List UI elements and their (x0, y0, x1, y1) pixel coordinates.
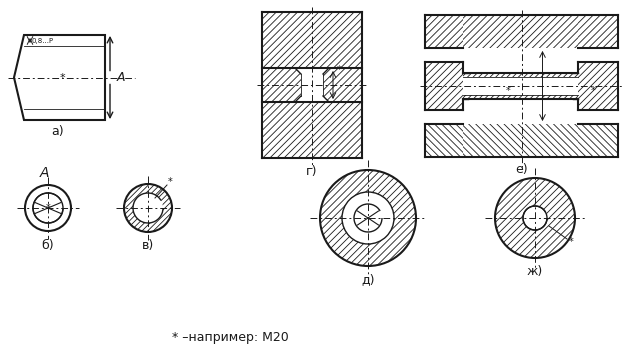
Text: * –например: М20: * –например: М20 (172, 332, 288, 344)
Text: а): а) (52, 126, 64, 139)
Text: 0,8...P: 0,8...P (32, 37, 54, 44)
Text: *: * (59, 74, 65, 83)
Text: *: * (506, 86, 511, 96)
Text: в): в) (142, 239, 154, 252)
Circle shape (342, 192, 394, 244)
Bar (262, 12, 362, 158)
Polygon shape (14, 35, 105, 120)
Text: б): б) (42, 238, 54, 252)
Text: е): е) (515, 163, 528, 177)
Text: *: * (568, 237, 573, 247)
Text: *: * (337, 65, 342, 75)
Text: A: A (39, 166, 49, 180)
Text: *: * (46, 203, 51, 213)
Text: г): г) (306, 164, 318, 178)
Text: д): д) (361, 274, 375, 287)
Circle shape (523, 206, 547, 230)
Circle shape (354, 204, 382, 232)
Bar (425, 15, 618, 157)
Text: A: A (117, 71, 125, 84)
Circle shape (342, 192, 394, 244)
Circle shape (25, 185, 71, 231)
Text: ж): ж) (527, 266, 543, 279)
Circle shape (33, 193, 63, 223)
Text: *: * (168, 177, 172, 187)
Circle shape (133, 193, 163, 223)
Circle shape (523, 206, 547, 230)
Text: *: * (591, 86, 595, 96)
